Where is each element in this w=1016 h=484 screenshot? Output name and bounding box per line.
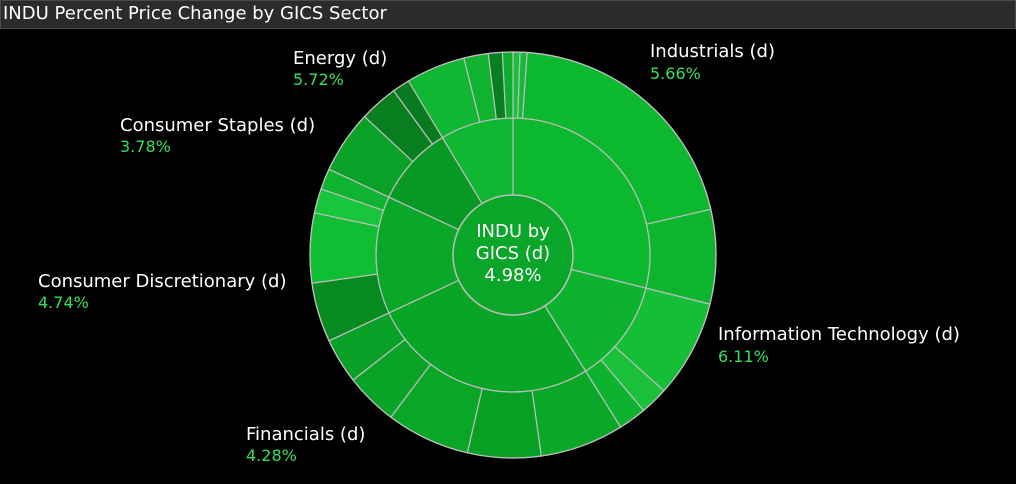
center-value: 4.98% bbox=[484, 265, 541, 286]
label-financials-name: Financials (d) bbox=[246, 424, 365, 445]
label-financials-value: 4.28% bbox=[246, 446, 297, 465]
outer-ring-border bbox=[309, 51, 717, 459]
sunburst-rings bbox=[309, 51, 717, 459]
center-disc[interactable] bbox=[452, 194, 574, 316]
label-consdisc-value: 4.74% bbox=[38, 293, 89, 312]
label-consdisc-name: Consumer Discretionary (d) bbox=[38, 271, 286, 292]
label-infotech-value: 6.11% bbox=[718, 347, 769, 366]
label-industrials-value: 5.66% bbox=[650, 64, 701, 83]
label-energy-name: Energy (d) bbox=[293, 48, 387, 69]
label-infotech-name: Information Technology (d) bbox=[718, 324, 960, 345]
subsector-arc-industrials-4[interactable] bbox=[645, 208, 717, 305]
chart-title: INDU Percent Price Change by GICS Sector bbox=[3, 3, 387, 24]
center-line-1: INDU by bbox=[476, 221, 550, 242]
label-industrials-name: Industrials (d) bbox=[650, 41, 775, 62]
label-energy-value: 5.72% bbox=[293, 70, 344, 89]
title-bar: INDU Percent Price Change by GICS Sector bbox=[0, 0, 1016, 29]
center-line-2: GICS (d) bbox=[476, 243, 550, 264]
label-consstaples-name: Consumer Staples (d) bbox=[120, 115, 315, 136]
label-consstaples-value: 3.78% bbox=[120, 137, 171, 156]
